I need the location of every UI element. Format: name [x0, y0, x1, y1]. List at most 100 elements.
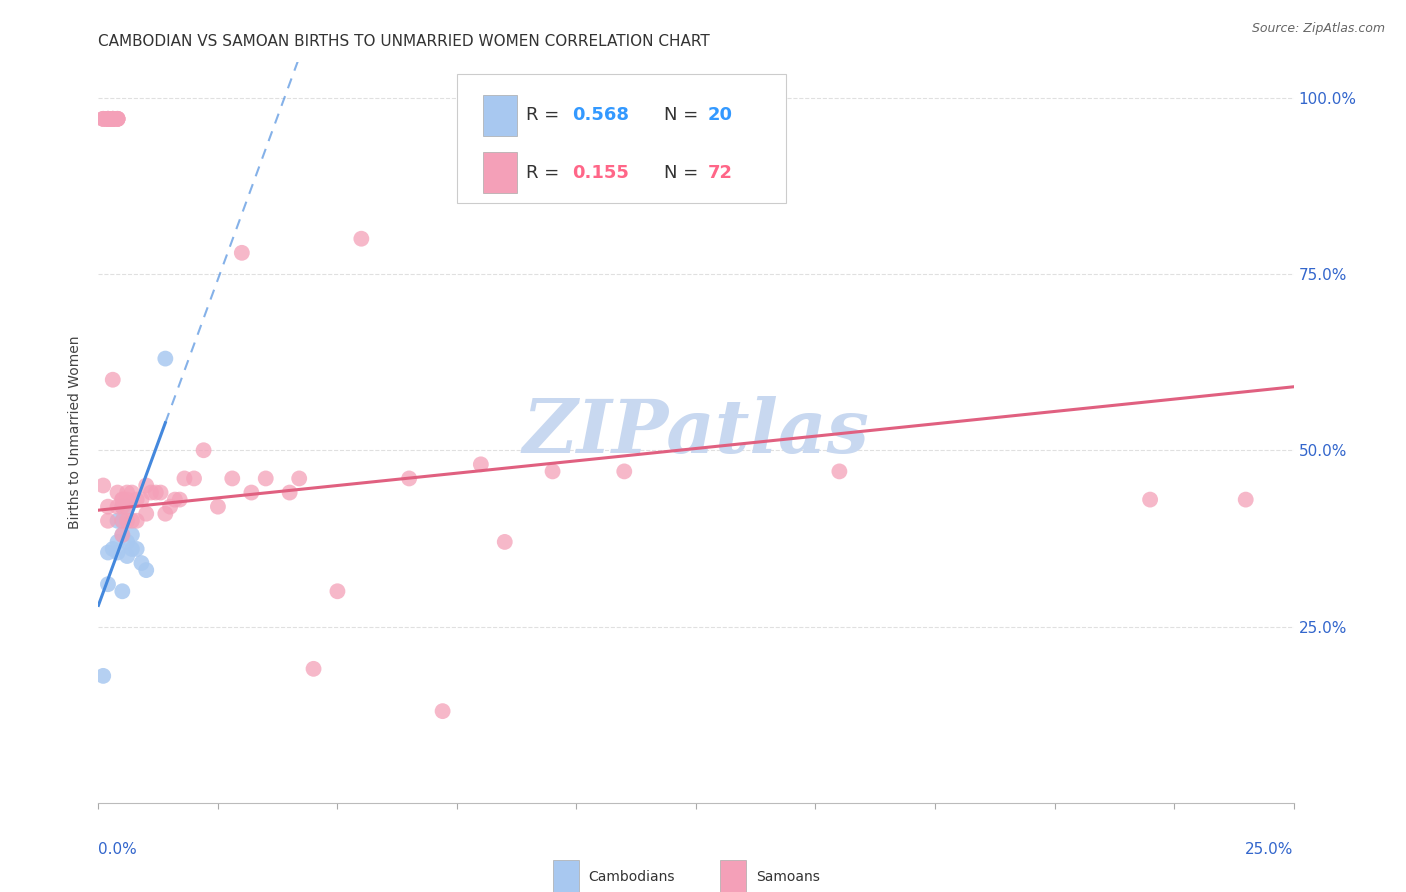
Text: Cambodians: Cambodians: [589, 870, 675, 884]
Point: [231, 245, 253, 260]
Point: [254, 471, 277, 485]
Point: [97, 112, 120, 126]
Point: [91, 112, 114, 126]
Text: N =: N =: [664, 106, 703, 124]
Text: CAMBODIAN VS SAMOAN BIRTHS TO UNMARRIED WOMEN CORRELATION CHART: CAMBODIAN VS SAMOAN BIRTHS TO UNMARRIED …: [98, 34, 710, 49]
Point: [193, 443, 215, 458]
Point: [121, 514, 143, 528]
Point: [302, 662, 325, 676]
Text: R =: R =: [526, 106, 565, 124]
Point: [107, 112, 129, 126]
Point: [107, 112, 129, 126]
Point: [350, 232, 373, 246]
Point: [107, 545, 129, 559]
Point: [111, 492, 134, 507]
Point: [97, 112, 120, 126]
Point: [139, 485, 162, 500]
Point: [135, 507, 157, 521]
Point: [149, 485, 172, 500]
FancyBboxPatch shape: [484, 153, 517, 193]
Point: [111, 584, 134, 599]
Point: [107, 500, 129, 514]
Text: 25.0%: 25.0%: [1246, 841, 1294, 856]
Point: [97, 545, 120, 559]
Text: 0.568: 0.568: [572, 106, 628, 124]
Point: [107, 485, 129, 500]
Point: [121, 528, 143, 542]
Point: [131, 556, 153, 570]
Point: [101, 112, 124, 126]
FancyBboxPatch shape: [457, 73, 786, 203]
Point: [111, 514, 134, 528]
Point: [159, 500, 181, 514]
Point: [111, 500, 134, 514]
Point: [101, 112, 124, 126]
Point: [115, 485, 138, 500]
Text: 0.155: 0.155: [572, 164, 628, 182]
FancyBboxPatch shape: [484, 95, 517, 136]
Point: [107, 535, 129, 549]
Point: [470, 458, 492, 472]
Point: [278, 485, 301, 500]
Point: [97, 112, 120, 126]
FancyBboxPatch shape: [720, 860, 747, 892]
Point: [97, 112, 120, 126]
Text: Samoans: Samoans: [756, 870, 820, 884]
Point: [107, 112, 129, 126]
Point: [494, 535, 516, 549]
Point: [97, 112, 120, 126]
Point: [91, 112, 114, 126]
Point: [131, 492, 153, 507]
Point: [115, 549, 138, 563]
Point: [115, 500, 138, 514]
Point: [163, 492, 186, 507]
Point: [91, 478, 114, 492]
Point: [288, 471, 311, 485]
Text: R =: R =: [526, 164, 565, 182]
Point: [101, 112, 124, 126]
Point: [135, 478, 157, 492]
Point: [155, 507, 177, 521]
Point: [111, 528, 134, 542]
Y-axis label: Births to Unmarried Women: Births to Unmarried Women: [69, 336, 83, 529]
Point: [111, 514, 134, 528]
Point: [145, 485, 167, 500]
Point: [135, 563, 157, 577]
Point: [101, 112, 124, 126]
Point: [432, 704, 454, 718]
Point: [101, 373, 124, 387]
Point: [398, 471, 420, 485]
Point: [97, 112, 120, 126]
Point: [91, 112, 114, 126]
Point: [115, 535, 138, 549]
Point: [613, 464, 636, 478]
Point: [97, 514, 120, 528]
Point: [97, 577, 120, 591]
Point: [828, 464, 851, 478]
Text: 72: 72: [709, 164, 733, 182]
Point: [183, 471, 205, 485]
Point: [91, 669, 114, 683]
Point: [107, 514, 129, 528]
Point: [326, 584, 349, 599]
Point: [155, 351, 177, 366]
Point: [101, 112, 124, 126]
Point: [125, 492, 148, 507]
Point: [173, 471, 195, 485]
Text: 0.0%: 0.0%: [98, 841, 138, 856]
Point: [115, 492, 138, 507]
Point: [221, 471, 243, 485]
Point: [101, 112, 124, 126]
Point: [169, 492, 191, 507]
Point: [115, 514, 138, 528]
Point: [125, 541, 148, 556]
Point: [111, 492, 134, 507]
Point: [240, 485, 263, 500]
Text: ZIPatlas: ZIPatlas: [523, 396, 869, 469]
Text: Source: ZipAtlas.com: Source: ZipAtlas.com: [1251, 22, 1385, 36]
Point: [101, 541, 124, 556]
FancyBboxPatch shape: [553, 860, 579, 892]
Point: [115, 500, 138, 514]
Point: [97, 500, 120, 514]
Point: [121, 485, 143, 500]
